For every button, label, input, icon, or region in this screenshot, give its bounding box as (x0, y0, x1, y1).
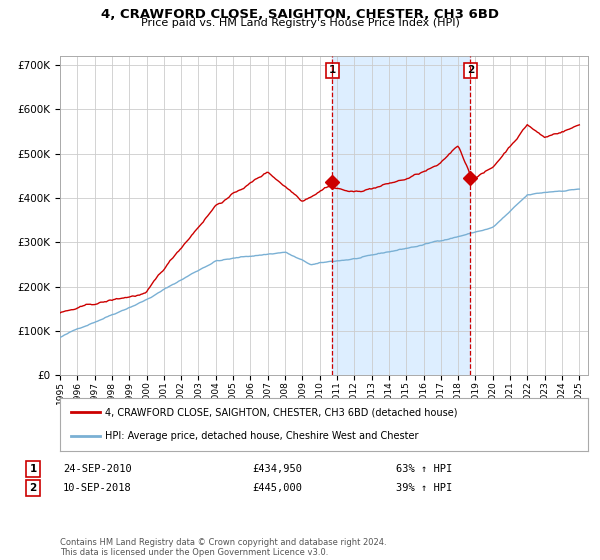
Text: 24-SEP-2010: 24-SEP-2010 (63, 464, 132, 474)
Text: £445,000: £445,000 (252, 483, 302, 493)
Text: 63% ↑ HPI: 63% ↑ HPI (396, 464, 452, 474)
Text: 39% ↑ HPI: 39% ↑ HPI (396, 483, 452, 493)
Text: 1: 1 (29, 464, 37, 474)
Text: 2: 2 (467, 66, 474, 76)
Text: HPI: Average price, detached house, Cheshire West and Chester: HPI: Average price, detached house, Ches… (105, 431, 418, 441)
Bar (332, 56, 470, 375)
Text: Price paid vs. HM Land Registry's House Price Index (HPI): Price paid vs. HM Land Registry's House … (140, 18, 460, 29)
Text: 4, CRAWFORD CLOSE, SAIGHTON, CHESTER, CH3 6BD: 4, CRAWFORD CLOSE, SAIGHTON, CHESTER, CH… (101, 8, 499, 21)
Text: 1: 1 (329, 66, 336, 76)
Text: £434,950: £434,950 (252, 464, 302, 474)
Text: 4, CRAWFORD CLOSE, SAIGHTON, CHESTER, CH3 6BD (detached house): 4, CRAWFORD CLOSE, SAIGHTON, CHESTER, CH… (105, 408, 457, 418)
Text: 2: 2 (29, 483, 37, 493)
Text: 10-SEP-2018: 10-SEP-2018 (63, 483, 132, 493)
Text: Contains HM Land Registry data © Crown copyright and database right 2024.
This d: Contains HM Land Registry data © Crown c… (60, 538, 386, 557)
